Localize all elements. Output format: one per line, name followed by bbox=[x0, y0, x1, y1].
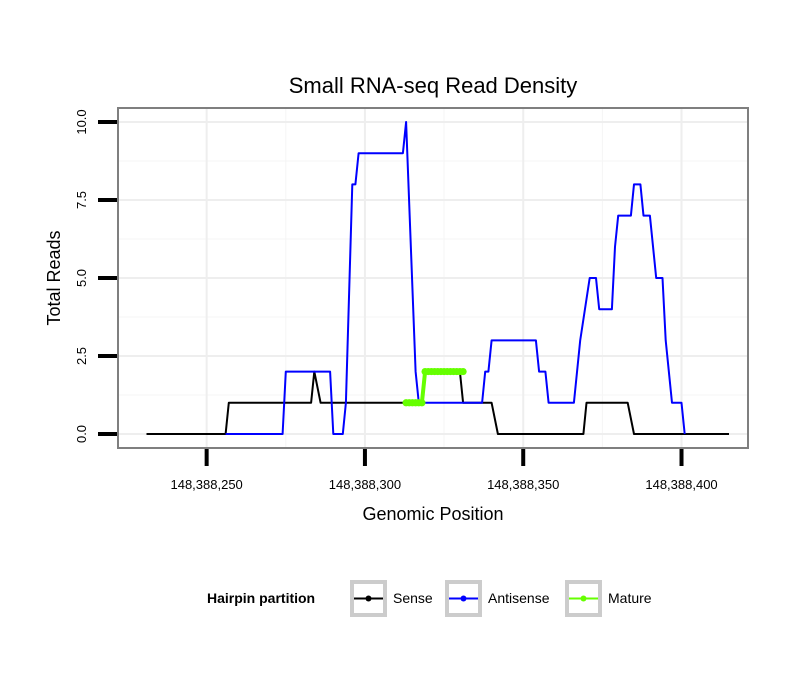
mature-point bbox=[418, 399, 426, 407]
x-tick-label: 148,388,350 bbox=[487, 477, 559, 492]
plot-border bbox=[117, 107, 749, 449]
y-tick-label: 10.0 bbox=[74, 109, 89, 134]
series-lines bbox=[146, 121, 729, 435]
x-tick-label: 148,388,250 bbox=[170, 477, 242, 492]
legend-label-mature: Mature bbox=[608, 590, 652, 606]
legend-label-antisense: Antisense bbox=[488, 590, 550, 606]
y-tick-label: 0.0 bbox=[74, 425, 89, 443]
y-tick-label: 7.5 bbox=[74, 191, 89, 209]
chart-title: Small RNA-seq Read Density bbox=[289, 73, 578, 98]
y-axis-title: Total Reads bbox=[44, 230, 64, 325]
y-tick-label: 2.5 bbox=[74, 347, 89, 365]
legend-label-sense: Sense bbox=[393, 590, 433, 606]
legend-key-point-mature bbox=[580, 595, 587, 602]
x-tick-label: 148,388,300 bbox=[329, 477, 401, 492]
legend: Hairpin partition Sense Antisense Mature bbox=[207, 580, 652, 617]
mature-point bbox=[459, 367, 467, 376]
x-tick-label: 148,388,400 bbox=[645, 477, 717, 492]
legend-title: Hairpin partition bbox=[207, 590, 315, 606]
y-axis: 0.0 2.5 5.0 7.5 10.0 bbox=[74, 109, 117, 443]
series-line-antisense bbox=[225, 121, 686, 435]
x-axis-title: Genomic Position bbox=[362, 504, 503, 524]
legend-key-point-sense bbox=[365, 595, 372, 602]
legend-key-point-antisense bbox=[460, 595, 467, 602]
y-tick-label: 5.0 bbox=[74, 269, 89, 287]
x-axis: 148,388,250 148,388,300 148,388,350 148,388… bbox=[170, 449, 718, 492]
